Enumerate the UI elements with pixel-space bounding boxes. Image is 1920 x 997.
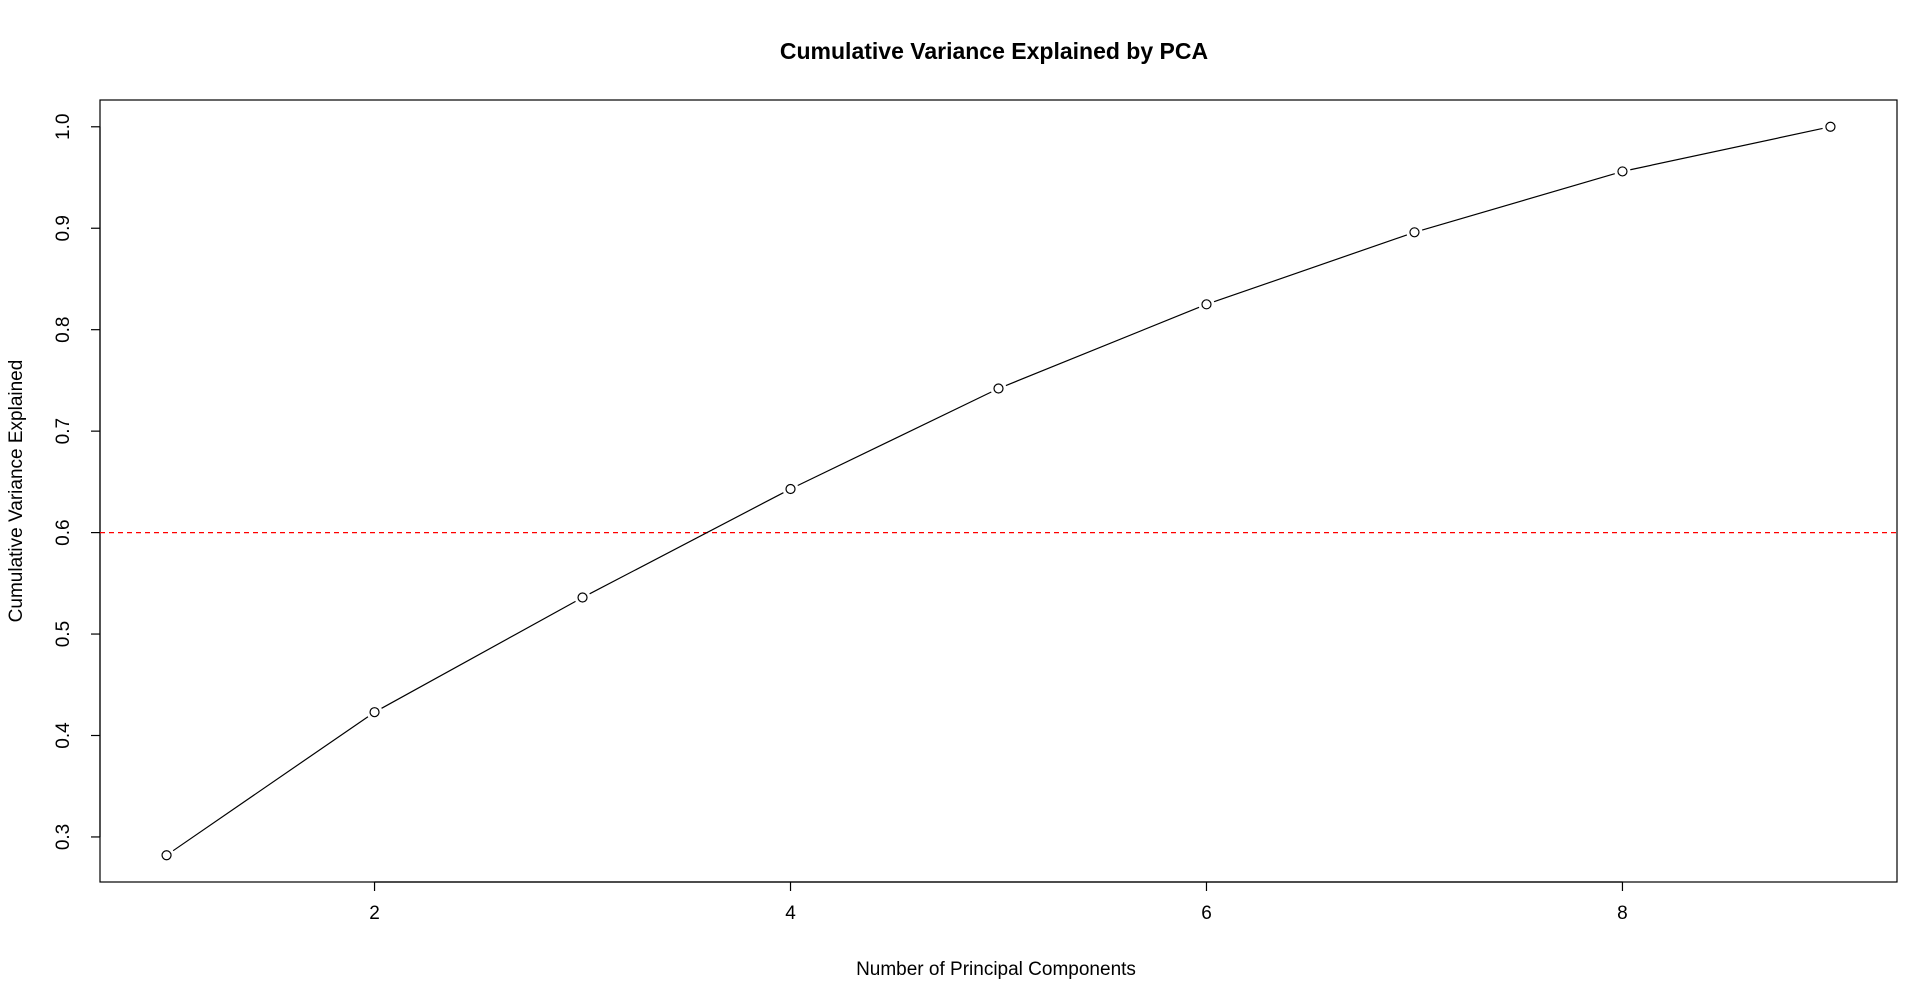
y-tick-label: 0.6 bbox=[53, 519, 74, 545]
series-segment bbox=[172, 716, 369, 852]
series-segment bbox=[589, 492, 784, 595]
data-point bbox=[1825, 121, 1836, 132]
series-segment bbox=[1005, 306, 1200, 387]
x-axis-label: Number of Principal Components bbox=[856, 959, 1136, 980]
data-point bbox=[1617, 166, 1628, 177]
x-tick-label: 6 bbox=[1201, 903, 1212, 924]
y-tick-label: 0.9 bbox=[53, 215, 74, 241]
data-point bbox=[1409, 227, 1420, 238]
x-tick-label: 8 bbox=[1617, 903, 1628, 924]
x-tick-label: 4 bbox=[785, 903, 796, 924]
y-tick-label: 0.8 bbox=[53, 316, 74, 342]
y-tick-label: 1.0 bbox=[53, 114, 74, 140]
data-point bbox=[577, 592, 588, 603]
series-segment bbox=[1630, 127, 1823, 171]
y-axis: 0.3 0.4 0.5 0.6 0.7 0.8 0.9 1.0 bbox=[53, 114, 101, 850]
data-point bbox=[1201, 299, 1212, 310]
y-tick-label: 0.5 bbox=[53, 621, 74, 647]
chart-title: Cumulative Variance Explained by PCA bbox=[780, 38, 1208, 64]
series-segment bbox=[381, 600, 576, 709]
x-tick-label: 2 bbox=[369, 903, 380, 924]
series-layer bbox=[161, 121, 1836, 861]
y-axis-label: Cumulative Variance Explained bbox=[6, 360, 27, 623]
y-tick-label: 0.4 bbox=[53, 722, 74, 749]
data-point bbox=[993, 383, 1004, 394]
series-segment bbox=[1213, 234, 1408, 303]
y-tick-label: 0.3 bbox=[53, 824, 74, 850]
plot-frame bbox=[99, 99, 1898, 883]
data-point bbox=[161, 850, 172, 861]
series-segment bbox=[1421, 173, 1615, 231]
data-point bbox=[369, 707, 380, 718]
x-axis: 2 4 6 8 bbox=[369, 881, 1628, 924]
y-tick-label: 0.7 bbox=[53, 418, 74, 444]
data-point bbox=[785, 483, 796, 495]
series-segment bbox=[797, 391, 992, 487]
